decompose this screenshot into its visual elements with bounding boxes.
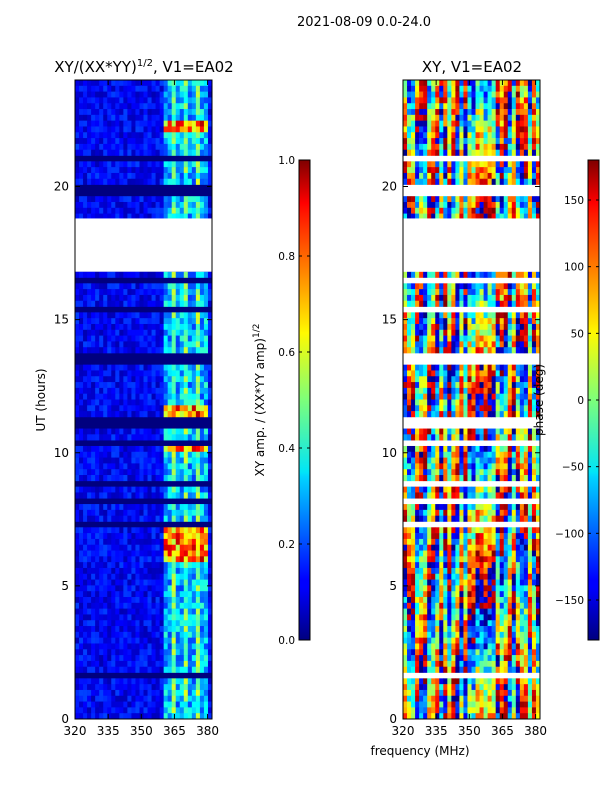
phase-colorbar-tick-label: 100 (564, 262, 584, 274)
phase-colorbar-tick-label: −50 (562, 462, 584, 474)
amplitude-colorbar-tick-label: 0.2 (278, 539, 295, 551)
phase-plot-frame (402, 79, 541, 720)
amplitude-colorbar-tick-label: 0.8 (278, 251, 295, 263)
amplitude-y-tick-label: 5 (61, 579, 69, 593)
amplitude-colorbar-label-exponent: 1/2 (252, 324, 262, 338)
amplitude-y-axis-label: UT (hours) (34, 368, 48, 431)
phase-colorbar-tick-label: −150 (555, 595, 584, 607)
phase-colorbar-tick-label: 0 (577, 395, 584, 407)
phase-x-tick-label: 365 (491, 724, 514, 738)
amplitude-panel: XY/(XX*YY)1/2, V1=EA02 320 335 350 365 380 0 5… (34, 58, 234, 738)
phase-colorbar-ticks: −150 −100 −50 0 50 100 150 (555, 195, 599, 607)
amplitude-colorbar-tick-label: 0.0 (278, 635, 295, 647)
amplitude-x-tick-label: 365 (163, 724, 186, 738)
phase-x-tick-label: 320 (392, 724, 415, 738)
phase-y-tick-label: 10 (382, 446, 397, 460)
phase-colorbar-tick-label: 150 (564, 195, 584, 207)
amplitude-colorbar-ticks: 0.0 0.2 0.4 0.6 0.8 1.0 (278, 155, 310, 647)
amplitude-heatmap (75, 80, 213, 720)
amplitude-title-exponent: 1/2 (137, 58, 153, 69)
figure-suptitle: 2021-08-09 0.0-24.0 (297, 15, 431, 30)
phase-panel-title: XY, V1=EA02 (422, 58, 522, 76)
amplitude-x-tick-label: 380 (196, 724, 219, 738)
phase-y-tick-label: 5 (389, 579, 397, 593)
phase-y-tick-label: 15 (382, 313, 397, 327)
amplitude-colorbar-label: XY amp. / (XX*YY amp)1/2 (252, 324, 267, 477)
amplitude-x-tick-label: 320 (64, 724, 87, 738)
phase-x-tick-label: 380 (524, 724, 547, 738)
phase-y-tick-label: 20 (382, 180, 397, 194)
amplitude-colorbar: 0.0 0.2 0.4 0.6 0.8 1.0 XY amp. / (XX*YY amp)… (252, 155, 311, 647)
amplitude-colorbar-label-main: XY amp. / (XX*YY amp) (253, 338, 267, 476)
phase-x-tick-label: 335 (425, 724, 448, 738)
amplitude-y-tick-label: 20 (54, 180, 69, 194)
amplitude-colorbar-tick-label: 1.0 (278, 155, 295, 167)
amplitude-panel-title: XY/(XX*YY)1/2, V1=EA02 (54, 58, 233, 76)
amplitude-colorbar-tick-label: 0.4 (278, 443, 295, 455)
phase-colorbar-tick-label: −100 (555, 528, 584, 540)
amplitude-title-suffix: , V1=EA02 (153, 58, 234, 76)
phase-colorbar-label: phase (deg) (532, 364, 546, 436)
phase-axes: 320 335 350 365 380 0 5 10 15 20 (382, 80, 547, 738)
frequency-x-axis-label: frequency (MHz) (370, 744, 469, 758)
amplitude-y-tick-label: 10 (54, 446, 69, 460)
amplitude-plot-frame (74, 79, 213, 720)
amplitude-axes: 320 335 350 365 380 0 5 10 15 20 (54, 80, 219, 738)
amplitude-title-main: XY/(XX*YY) (54, 58, 137, 76)
phase-panel: XY, V1=EA02 320 335 350 365 380 0 5 10 15 20 freq… (370, 58, 547, 758)
phase-heatmap (403, 80, 541, 720)
amplitude-colorbar-tick-label: 0.6 (278, 347, 295, 359)
phase-colorbar: −150 −100 −50 0 50 100 150 phase (deg) (532, 159, 600, 641)
amplitude-y-tick-label: 0 (61, 712, 69, 726)
phase-y-tick-label: 0 (389, 712, 397, 726)
phase-x-tick-label: 350 (458, 724, 481, 738)
amplitude-y-tick-label: 15 (54, 313, 69, 327)
amplitude-x-tick-label: 350 (130, 724, 153, 738)
amplitude-colorbar-bar (298, 159, 311, 641)
phase-colorbar-tick-label: 50 (571, 328, 584, 340)
amplitude-x-tick-label: 335 (97, 724, 120, 738)
